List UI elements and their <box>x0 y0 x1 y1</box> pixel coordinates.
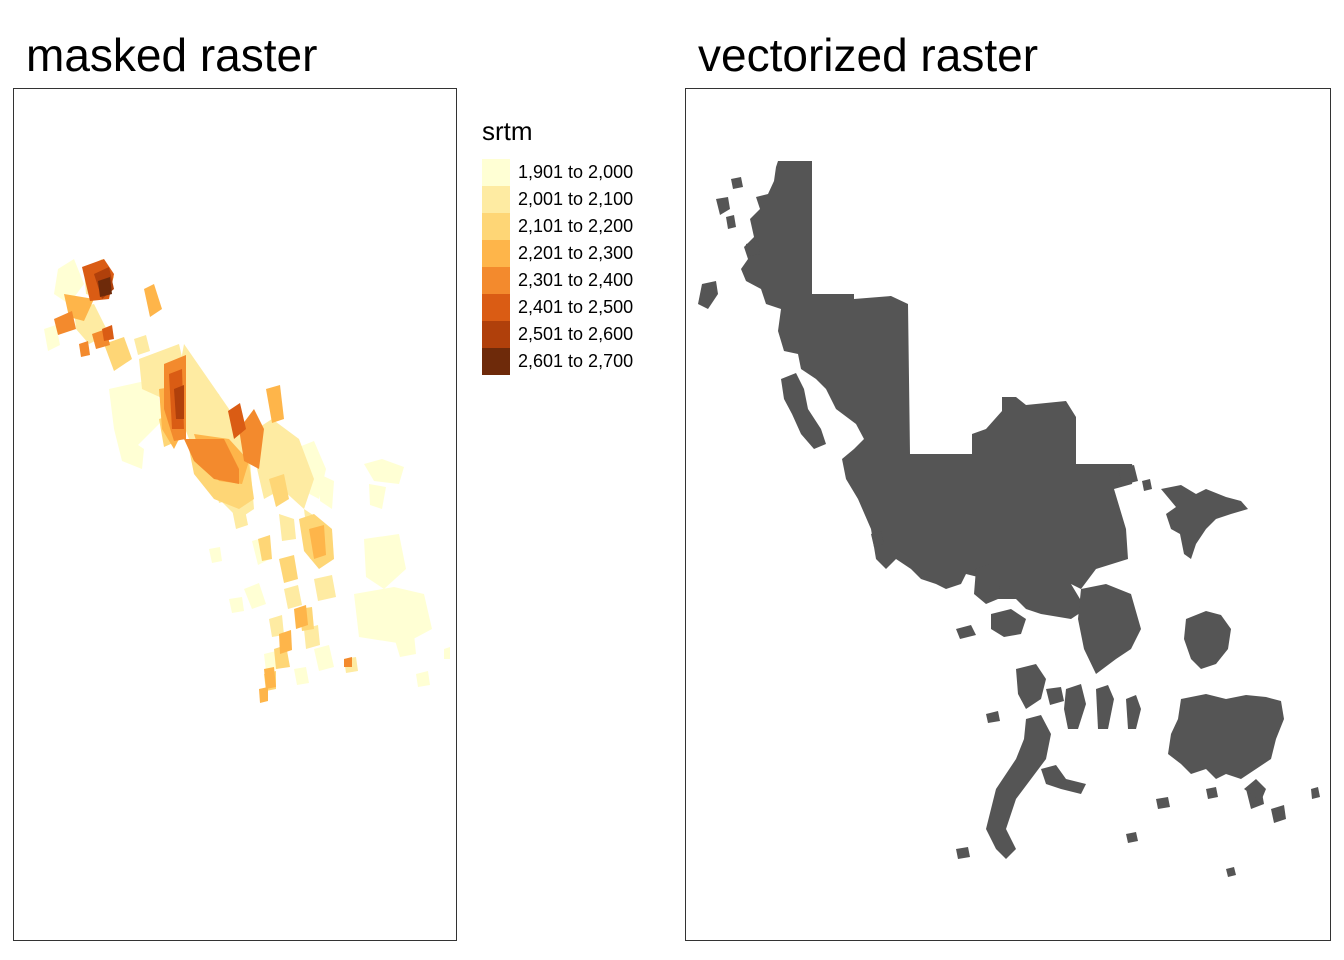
masked-raster-map <box>13 88 457 941</box>
legend-label: 2,101 to 2,200 <box>518 216 634 236</box>
legend-swatch <box>482 240 510 267</box>
legend-title: srtm <box>482 116 533 146</box>
legend-item: 2,501 to 2,600 <box>482 321 633 348</box>
legend-item: 2,101 to 2,200 <box>482 213 633 240</box>
legend-swatch <box>482 348 510 375</box>
legend-label: 1,901 to 2,000 <box>518 162 634 182</box>
legend-label: 2,201 to 2,300 <box>518 243 634 263</box>
legend-item: 2,001 to 2,100 <box>482 186 633 213</box>
legend-swatch <box>482 186 510 213</box>
elevation-class-8 <box>98 277 112 297</box>
legend-label: 2,301 to 2,400 <box>518 270 634 290</box>
vectorized-polygons-layer <box>698 161 1320 877</box>
legend-item: 2,601 to 2,700 <box>482 348 633 375</box>
legend-item: 2,201 to 2,300 <box>482 240 633 267</box>
legend-label: 2,601 to 2,700 <box>518 351 634 371</box>
legend-swatch <box>482 213 510 240</box>
main-polygon <box>741 161 1134 619</box>
map-title-masked-raster: masked raster <box>26 29 318 81</box>
legend-item: 2,401 to 2,500 <box>482 294 633 321</box>
legend-swatch <box>482 321 510 348</box>
legend-label: 2,401 to 2,500 <box>518 297 634 317</box>
legend-item: 2,301 to 2,400 <box>482 267 633 294</box>
map-legend: srtm 1,901 to 2,000 2,001 to 2,100 2,101… <box>482 116 633 375</box>
legend-label: 2,001 to 2,100 <box>518 189 634 209</box>
legend-item: 1,901 to 2,000 <box>482 159 633 186</box>
legend-swatch <box>482 159 510 186</box>
polygon-layer <box>698 161 1320 877</box>
legend-swatch <box>482 267 510 294</box>
vectorized-raster-map <box>685 88 1331 941</box>
legend-swatch <box>482 294 510 321</box>
map-title-vectorized-raster: vectorized raster <box>698 29 1039 81</box>
masked-raster-layer <box>44 259 450 703</box>
elevation-class-1 <box>44 259 450 687</box>
legend-label: 2,501 to 2,600 <box>518 324 634 344</box>
